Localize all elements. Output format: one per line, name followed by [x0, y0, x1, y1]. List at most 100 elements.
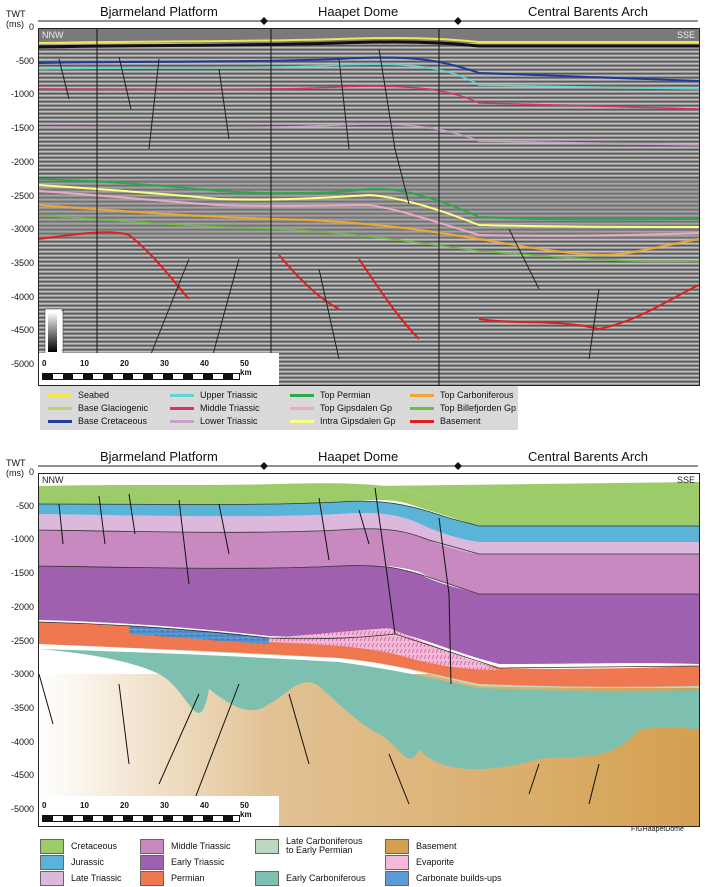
legend-swatch [410, 394, 434, 397]
legend-swatch [40, 838, 64, 854]
legend-item: Base Cretaceous [48, 415, 170, 428]
y-tick-label: -1500 [10, 123, 34, 134]
legend-label: Top Billefjorden Gp [440, 403, 517, 413]
legend-label: Early Carboniferous [286, 872, 366, 883]
legend-item: Late Triassic [40, 870, 140, 886]
region-divider-marker [454, 17, 462, 25]
figure-id: FIGHaapetDome [631, 826, 684, 833]
legend-label: Top Gipsdalen Gp [320, 403, 393, 413]
top-corner-sse: SSE [677, 30, 696, 40]
legend-swatch [40, 854, 64, 870]
legend-swatch [48, 407, 72, 410]
legend-label: Upper Triassic [200, 390, 258, 400]
legend-item: Permian [140, 870, 255, 886]
y-tick-label: -5000 [10, 804, 34, 814]
colorbar-minus: - [61, 348, 63, 354]
legend-swatch [290, 420, 314, 423]
scale-bar-graphic [42, 373, 240, 380]
legend-item: Base Glaciogenic [48, 402, 170, 415]
legend-swatch [255, 838, 279, 854]
legend-swatch [140, 870, 164, 886]
axis-title-line: (ms) [6, 19, 24, 29]
legend-label: Carbonate builds-ups [416, 872, 502, 883]
scale-tick-label: 50 km [240, 801, 252, 819]
legend-item: Seabed [48, 389, 170, 402]
legend-label: Base Cretaceous [78, 416, 148, 426]
region-central-barents-arch: Central Barents Arch [528, 4, 648, 19]
legend-swatch [385, 838, 409, 854]
y-tick-label: -1500 [10, 568, 34, 579]
legend-item: Middle Triassic [140, 838, 255, 854]
legend-label: Lower Triassic [200, 416, 258, 426]
y-tick-label: -500 [15, 500, 34, 511]
y-tick-label: -1000 [10, 89, 34, 100]
legend-swatch [48, 420, 72, 423]
legend-label: Top Carboniferous [440, 390, 514, 400]
scale-tick-label: 40 [200, 801, 209, 810]
y-tick-label: 0 [28, 22, 34, 32]
region-bjarmeland-platform: Bjarmeland Platform [100, 4, 218, 19]
region-central-barents-arch: Central Barents Arch [528, 449, 648, 464]
scale-tick-label: 20 [120, 359, 129, 368]
scale-tick-label: 50 km [240, 359, 252, 377]
region-haapet-dome: Haapet Dome [318, 4, 399, 19]
legend-label: Cretaceous [71, 840, 118, 851]
legend-item: Early Triassic [140, 854, 255, 870]
legend-label: Base Glaciogenic [78, 403, 149, 413]
region-bjarmeland-platform: Bjarmeland Platform [100, 449, 218, 464]
legend-label: Early Triassic [171, 856, 225, 867]
scale-tick-label: 10 [80, 359, 89, 368]
legend-swatch [40, 870, 64, 886]
y-tick-label: -2500 [10, 635, 34, 646]
axis-title-line: (ms) [6, 468, 24, 478]
scale-bar-graphic [42, 815, 240, 822]
region-divider-marker [454, 462, 462, 470]
y-tick-label: -4000 [10, 291, 34, 302]
seismic-section-panel [38, 28, 700, 386]
legend-swatch [48, 394, 72, 397]
y-tick-label: -1000 [10, 534, 34, 545]
legend-item: Top Permian [290, 389, 410, 402]
bottom-legend: Cretaceous Middle Triassic Late Carbonifer… [40, 837, 700, 886]
y-tick-label: -3500 [10, 257, 34, 268]
scale-tick-label: 30 [160, 801, 169, 810]
top-legend: Seabed Upper Triassic Top Permian Top Carbo… [40, 386, 518, 430]
legend-item: Upper Triassic [170, 389, 290, 402]
region-haapet-dome: Haapet Dome [318, 449, 399, 464]
legend-label: Permian [171, 872, 205, 883]
legend-item: Basement [410, 415, 526, 428]
legend-swatch [140, 838, 164, 854]
y-tick-label: -3000 [10, 224, 34, 235]
scale-tick-label: 40 [200, 359, 209, 368]
colorbar-plus: + [61, 309, 65, 315]
scale-tick-label: 0 [42, 359, 47, 368]
y-tick-label: -4500 [10, 325, 34, 336]
axis-title-line: TWT [6, 458, 26, 468]
legend-label: Middle Triassic [171, 840, 231, 851]
legend-item: Jurassic [40, 854, 140, 870]
legend-label: Middle Triassic [200, 403, 260, 413]
legend-swatch [170, 394, 194, 397]
top-axis-title: TWT (ms) [6, 9, 26, 29]
legend-swatch [385, 870, 409, 886]
y-tick-label: -2500 [10, 190, 34, 201]
legend-label: Top Permian [320, 390, 371, 400]
legend-swatch [140, 854, 164, 870]
y-tick-label: 0 [28, 467, 34, 477]
legend-label: Seabed [78, 390, 110, 400]
bottom-axis-title: TWT (ms) [6, 458, 26, 478]
scale-tick-label: 30 [160, 359, 169, 368]
legend-item: Top Gipsdalen Gp [290, 402, 410, 415]
legend-item: Middle Triassic [170, 402, 290, 415]
legend-item: Cretaceous [40, 838, 140, 854]
legend-item: Evaporite [385, 854, 515, 870]
legend-item: Top Carboniferous [410, 389, 526, 402]
y-tick-label: -2000 [10, 156, 34, 167]
bottom-corner-nnw: NNW [42, 475, 64, 485]
legend-item: Intra Gipsdalen Gp [290, 415, 410, 428]
legend-swatch [410, 407, 434, 410]
region-divider-marker [260, 462, 268, 470]
legend-swatch [410, 420, 434, 423]
geological-section-panel [38, 473, 700, 827]
legend-label: Late Triassic [71, 872, 122, 883]
